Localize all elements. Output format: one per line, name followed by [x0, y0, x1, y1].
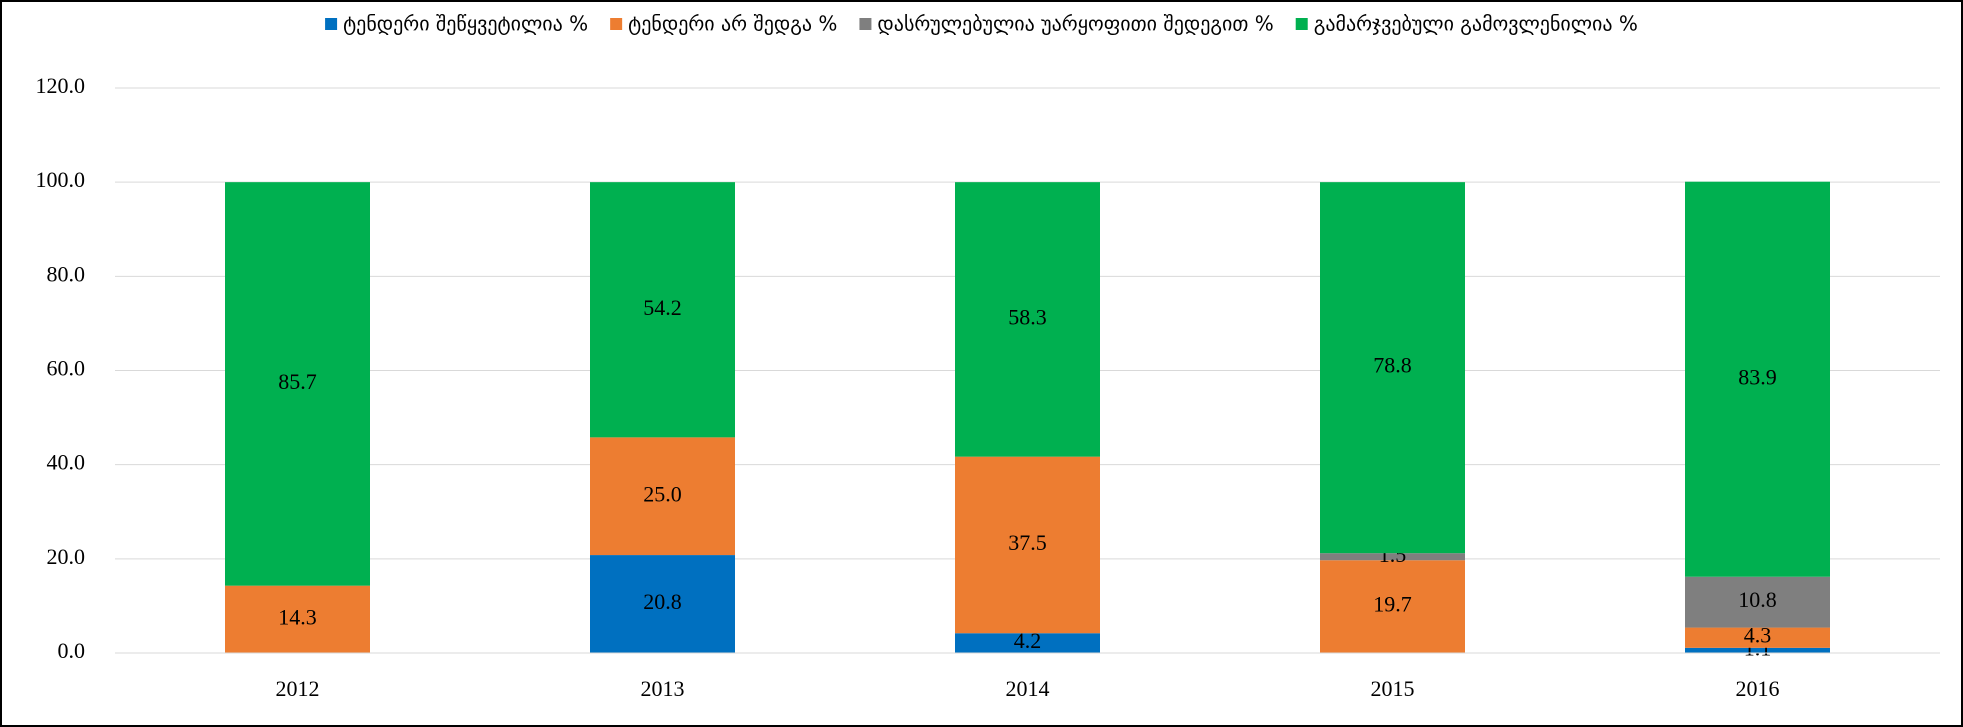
bar-segment [1685, 647, 1830, 653]
legend-swatch [859, 18, 872, 30]
y-tick-label: 20.0 [47, 544, 86, 569]
bar-segment [590, 555, 735, 653]
data-label: 37.5 [1008, 530, 1047, 555]
bar-segment [1320, 553, 1465, 561]
data-label: 85.7 [278, 369, 317, 394]
x-tick-label: 2013 [641, 676, 685, 701]
legend: ტენდერი შეწყვეტილია % ტენდერი არ შედგა % დ… [325, 12, 1638, 36]
data-label: 20.8 [643, 589, 682, 614]
x-tick-label: 2014 [1006, 676, 1050, 701]
data-label: 19.7 [1373, 592, 1412, 617]
legend-label: ტენდერი არ შედგა % [628, 12, 837, 36]
data-label: 10.8 [1738, 587, 1777, 612]
x-tick-label: 2016 [1736, 676, 1780, 701]
x-tick-label: 2012 [276, 676, 320, 701]
y-tick-label: 0.0 [58, 638, 86, 663]
bar-segment [1320, 560, 1465, 653]
bar-segment [225, 585, 370, 653]
bar-segment [955, 456, 1100, 634]
bar-segment [1685, 181, 1830, 577]
bar-segment [1320, 182, 1465, 554]
data-label: 54.2 [643, 295, 682, 320]
bar-segment [955, 182, 1100, 457]
data-label: 78.8 [1373, 353, 1412, 378]
legend-label: გამარჯვებული გამოვლენილია % [1314, 12, 1638, 36]
legend-swatch [325, 18, 338, 30]
bar-segment [590, 182, 735, 438]
x-tick-label: 2015 [1371, 676, 1415, 701]
legend-label: დასრულებულია უარყოფითი შედეგით % [877, 12, 1273, 36]
y-tick-label: 100.0 [36, 167, 86, 192]
y-tick-label: 40.0 [47, 450, 86, 475]
data-label: 83.9 [1738, 364, 1777, 389]
y-tick-label: 60.0 [47, 356, 86, 381]
legend-swatch [1295, 18, 1308, 30]
bar-segment [955, 633, 1100, 653]
legend-label: ტენდერი შეწყვეტილია % [343, 12, 588, 36]
bar-segment [590, 437, 735, 556]
data-label: 25.0 [643, 481, 682, 506]
legend-swatch [610, 18, 623, 30]
y-tick-label: 120.0 [36, 73, 86, 98]
bar-segment [225, 182, 370, 586]
y-tick-label: 80.0 [47, 261, 86, 286]
data-label: 58.3 [1008, 304, 1047, 329]
bar-segment [1685, 576, 1830, 628]
data-label: 14.3 [278, 604, 317, 629]
bar-segment [1685, 627, 1830, 648]
